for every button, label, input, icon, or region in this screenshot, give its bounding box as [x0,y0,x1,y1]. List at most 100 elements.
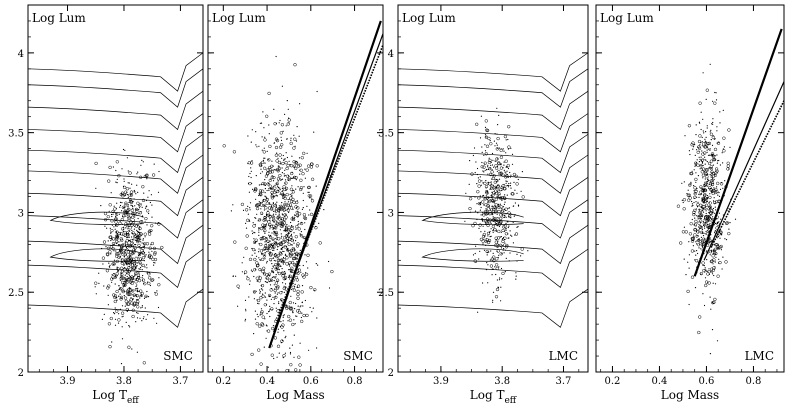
star-point [717,194,719,196]
star-point [109,245,114,249]
star-point [689,222,693,226]
star-point [484,230,486,232]
star-point [274,231,276,234]
star-point [112,278,114,280]
star-point [126,211,128,213]
star-point [115,297,117,299]
star-point [268,252,270,254]
star-point [491,196,493,198]
star-point [482,211,484,214]
star-point [134,294,136,296]
star-point [268,189,270,191]
blue-loop [49,248,144,262]
star-point [243,270,248,274]
star-point [507,125,511,129]
star-point [485,136,487,138]
star-point [94,286,96,288]
star-point [284,241,286,244]
y-tick-label: 4 [388,49,394,60]
star-point [687,124,692,128]
star-point [273,220,275,222]
star-point [240,202,245,207]
star-point [273,221,275,223]
star-point [704,163,706,165]
star-point [304,272,309,277]
star-point [268,310,271,312]
star-point [244,320,246,322]
star-point [693,223,697,227]
star-point [262,254,267,258]
star-point [128,198,133,202]
star-point [521,171,524,173]
star-point [144,266,146,268]
star-point [285,368,289,372]
x-axis-label: Log Mass [266,388,324,402]
star-point [283,230,285,232]
star-point [125,303,127,305]
star-point [478,223,482,227]
star-point [147,232,152,236]
ml-relation-dotted [277,44,383,317]
star-point [469,160,471,162]
x-tick-label: 0.6 [698,376,714,387]
star-point [698,208,700,210]
evolutionary-track [398,133,588,174]
star-point [271,232,273,234]
star-point [269,225,271,227]
star-point [296,206,300,210]
star-point [136,229,138,231]
star-point [694,177,698,182]
star-point [288,318,293,322]
star-point [260,308,263,310]
star-point [702,142,706,146]
star-point [706,229,709,231]
star-point [712,121,714,124]
star-point [141,295,143,297]
star-point [481,161,483,164]
star-point [262,252,264,255]
star-point [496,210,498,212]
star-point [283,175,285,177]
star-point [140,291,144,296]
star-point [695,201,697,203]
star-point [491,218,495,222]
star-point [290,177,292,179]
star-point [259,227,261,229]
star-point [696,215,698,217]
star-point [114,252,119,256]
star-point [285,335,287,337]
star-point [123,295,125,297]
star-point [136,214,138,216]
star-point [694,161,698,165]
star-point [304,299,306,302]
star-point [706,161,708,163]
star-point [248,181,252,186]
star-point [251,230,253,232]
star-point [275,253,277,255]
star-point [122,230,124,233]
star-point [243,256,245,258]
star-point [527,250,529,252]
star-point [290,139,292,141]
star-point [281,272,283,274]
star-point [277,246,279,248]
star-point [253,189,255,191]
star-point [703,202,705,204]
star-point [709,167,714,171]
star-point [267,159,269,161]
star-point [495,186,497,189]
star-point [507,138,509,141]
star-point [479,237,484,242]
star-point [277,190,279,192]
star-point [697,201,699,203]
star-point [115,216,117,218]
star-point [289,187,294,191]
star-point [281,268,283,270]
star-point [492,299,494,301]
star-point [693,233,697,237]
star-point [704,277,707,279]
star-point [716,340,719,342]
star-point [501,253,503,255]
star-point [693,224,696,226]
star-point [279,131,283,135]
